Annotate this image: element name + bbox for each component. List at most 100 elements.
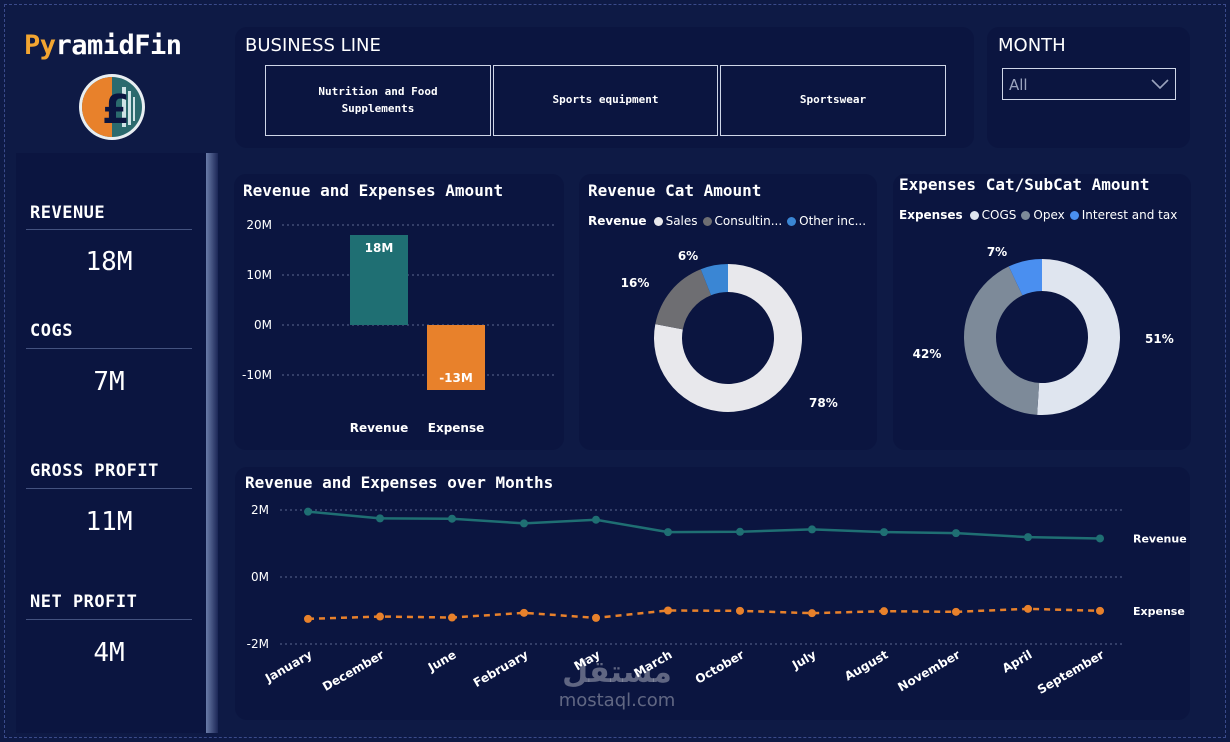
watermark: مستقل mostaql.com	[537, 655, 697, 712]
data-point[interactable]	[592, 613, 600, 622]
legend-dot	[1069, 210, 1079, 220]
month-selected-value: All	[1009, 76, 1028, 94]
revenue-expenses-bar-chart: 20M 10M 0M -10M 18M Revenue -13M Expense	[242, 218, 554, 435]
data-point[interactable]	[520, 519, 528, 528]
donut-data-label: 51%	[1145, 332, 1174, 346]
month-title: MONTH	[998, 35, 1066, 56]
kpi-divider	[26, 348, 192, 349]
data-point[interactable]	[448, 613, 456, 622]
x-tick-label: February	[471, 647, 531, 690]
revenue-expenses-line-chart: 2M 0M -2M Revenue Expense January December June…	[247, 503, 1187, 697]
expenses-legend-title: Expenses	[899, 208, 963, 222]
kpi-net-profit-label: NET PROFIT	[30, 592, 138, 612]
series-line-expense[interactable]	[307, 607, 1101, 621]
legend-item-consulting[interactable]: Consultin...	[702, 214, 782, 228]
legend-dot	[969, 210, 979, 220]
x-tick-label: November	[895, 647, 962, 694]
data-point[interactable]	[664, 606, 672, 615]
expenses-cat-legend: Expenses COGS Opex Interest and tax	[899, 208, 1182, 222]
watermark-latin: mostaql.com	[558, 690, 676, 711]
month-dropdown[interactable]: All	[1002, 68, 1176, 100]
donut-slice-1[interactable]	[655, 269, 712, 330]
x-tick-label: April	[1000, 647, 1035, 675]
series-end-label: Expense	[1133, 605, 1185, 618]
data-point[interactable]	[664, 528, 672, 537]
data-point[interactable]	[952, 607, 960, 616]
x-tick-label: January	[262, 647, 315, 685]
data-point[interactable]	[1096, 534, 1104, 543]
kpi-gross-profit-label: GROSS PROFIT	[30, 461, 159, 481]
data-point[interactable]	[1024, 604, 1032, 613]
legend-item-sales[interactable]: Sales	[653, 214, 698, 228]
bar-data-label: -13M	[439, 371, 473, 385]
data-point[interactable]	[952, 529, 960, 538]
kpi-cogs-label: COGS	[30, 321, 73, 341]
revenue-expenses-months-panel	[235, 467, 1190, 720]
data-point[interactable]	[736, 527, 744, 536]
sidebar-scrollbar[interactable]	[206, 153, 218, 733]
expenses-cat-donut-chart: 51% 42% 7%	[913, 245, 1174, 415]
x-category-label: Revenue	[350, 421, 409, 435]
data-point[interactable]	[880, 607, 888, 616]
data-point[interactable]	[808, 525, 816, 534]
data-point[interactable]	[592, 515, 600, 524]
kpi-revenue-label: REVENUE	[30, 203, 106, 223]
kpi-cogs-value: 7M	[93, 367, 125, 397]
legend-dot	[702, 216, 712, 226]
series-line-revenue[interactable]	[307, 510, 1101, 540]
y-tick-label: 10M	[246, 268, 272, 282]
legend-item-cogs[interactable]: COGS	[969, 208, 1016, 222]
donut-slice-2[interactable]	[1008, 259, 1042, 296]
data-point[interactable]	[1024, 533, 1032, 542]
revenue-expenses-amount-title: Revenue and Expenses Amount	[243, 181, 504, 200]
data-point[interactable]	[376, 612, 384, 621]
data-point[interactable]	[880, 528, 888, 537]
y-tick-label: 2M	[251, 503, 269, 517]
revenue-expenses-months-title: Revenue and Expenses over Months	[245, 473, 554, 492]
y-tick-label: 0M	[251, 570, 269, 584]
data-point[interactable]	[808, 609, 816, 618]
watermark-arabic: مستقل	[562, 655, 672, 690]
chevron-down-icon	[1151, 79, 1169, 90]
kpi-gross-profit-value: 11M	[85, 507, 133, 537]
kpi-divider	[26, 229, 192, 230]
bar-expense[interactable]	[427, 325, 485, 390]
legend-item-interest-tax[interactable]: Interest and tax	[1069, 208, 1177, 222]
data-point[interactable]	[376, 514, 384, 523]
legend-item-opex[interactable]: Opex	[1021, 208, 1065, 222]
data-point[interactable]	[736, 606, 744, 615]
legend-item-other-income[interactable]: Other inc...	[787, 214, 866, 228]
x-tick-label: December	[320, 647, 386, 693]
y-tick-label: 20M	[246, 218, 272, 232]
business-line-title: BUSINESS LINE	[245, 35, 381, 56]
data-point[interactable]	[1096, 606, 1104, 615]
revenue-legend-title: Revenue	[588, 214, 647, 228]
business-line-option-sports-equipment[interactable]: Sports equipment	[493, 65, 718, 136]
donut-slice-0[interactable]	[1037, 259, 1120, 415]
kpi-divider	[26, 488, 192, 489]
data-point[interactable]	[520, 608, 528, 617]
data-point[interactable]	[304, 507, 312, 516]
legend-dot	[787, 216, 797, 226]
donut-data-label: 16%	[621, 276, 650, 290]
data-point[interactable]	[448, 514, 456, 523]
donut-slice-0[interactable]	[654, 264, 802, 412]
x-tick-label: October	[693, 647, 747, 686]
business-line-option-nutrition[interactable]: Nutrition and Food Supplements	[265, 65, 491, 136]
donut-slice-1[interactable]	[964, 266, 1040, 415]
dashboard-frame	[4, 4, 1226, 738]
x-category-label: Expense	[428, 421, 485, 435]
data-point[interactable]	[304, 614, 312, 623]
x-tick-label: September	[1035, 647, 1107, 696]
bar-data-label: 18M	[365, 241, 394, 255]
revenue-cat-donut-chart: 78% 16% 6%	[621, 249, 838, 412]
donut-data-label: 42%	[913, 347, 942, 361]
y-tick-label: 0M	[254, 318, 272, 332]
bar-revenue[interactable]	[350, 235, 408, 325]
donut-slice-2[interactable]	[700, 264, 728, 296]
x-tick-label: June	[425, 647, 459, 674]
expenses-cat-title: Expenses Cat/SubCat Amount	[899, 175, 1150, 194]
business-line-option-sportswear[interactable]: Sportswear	[720, 65, 946, 136]
x-tick-label: July	[789, 647, 819, 672]
kpi-revenue-value: 18M	[85, 247, 133, 277]
